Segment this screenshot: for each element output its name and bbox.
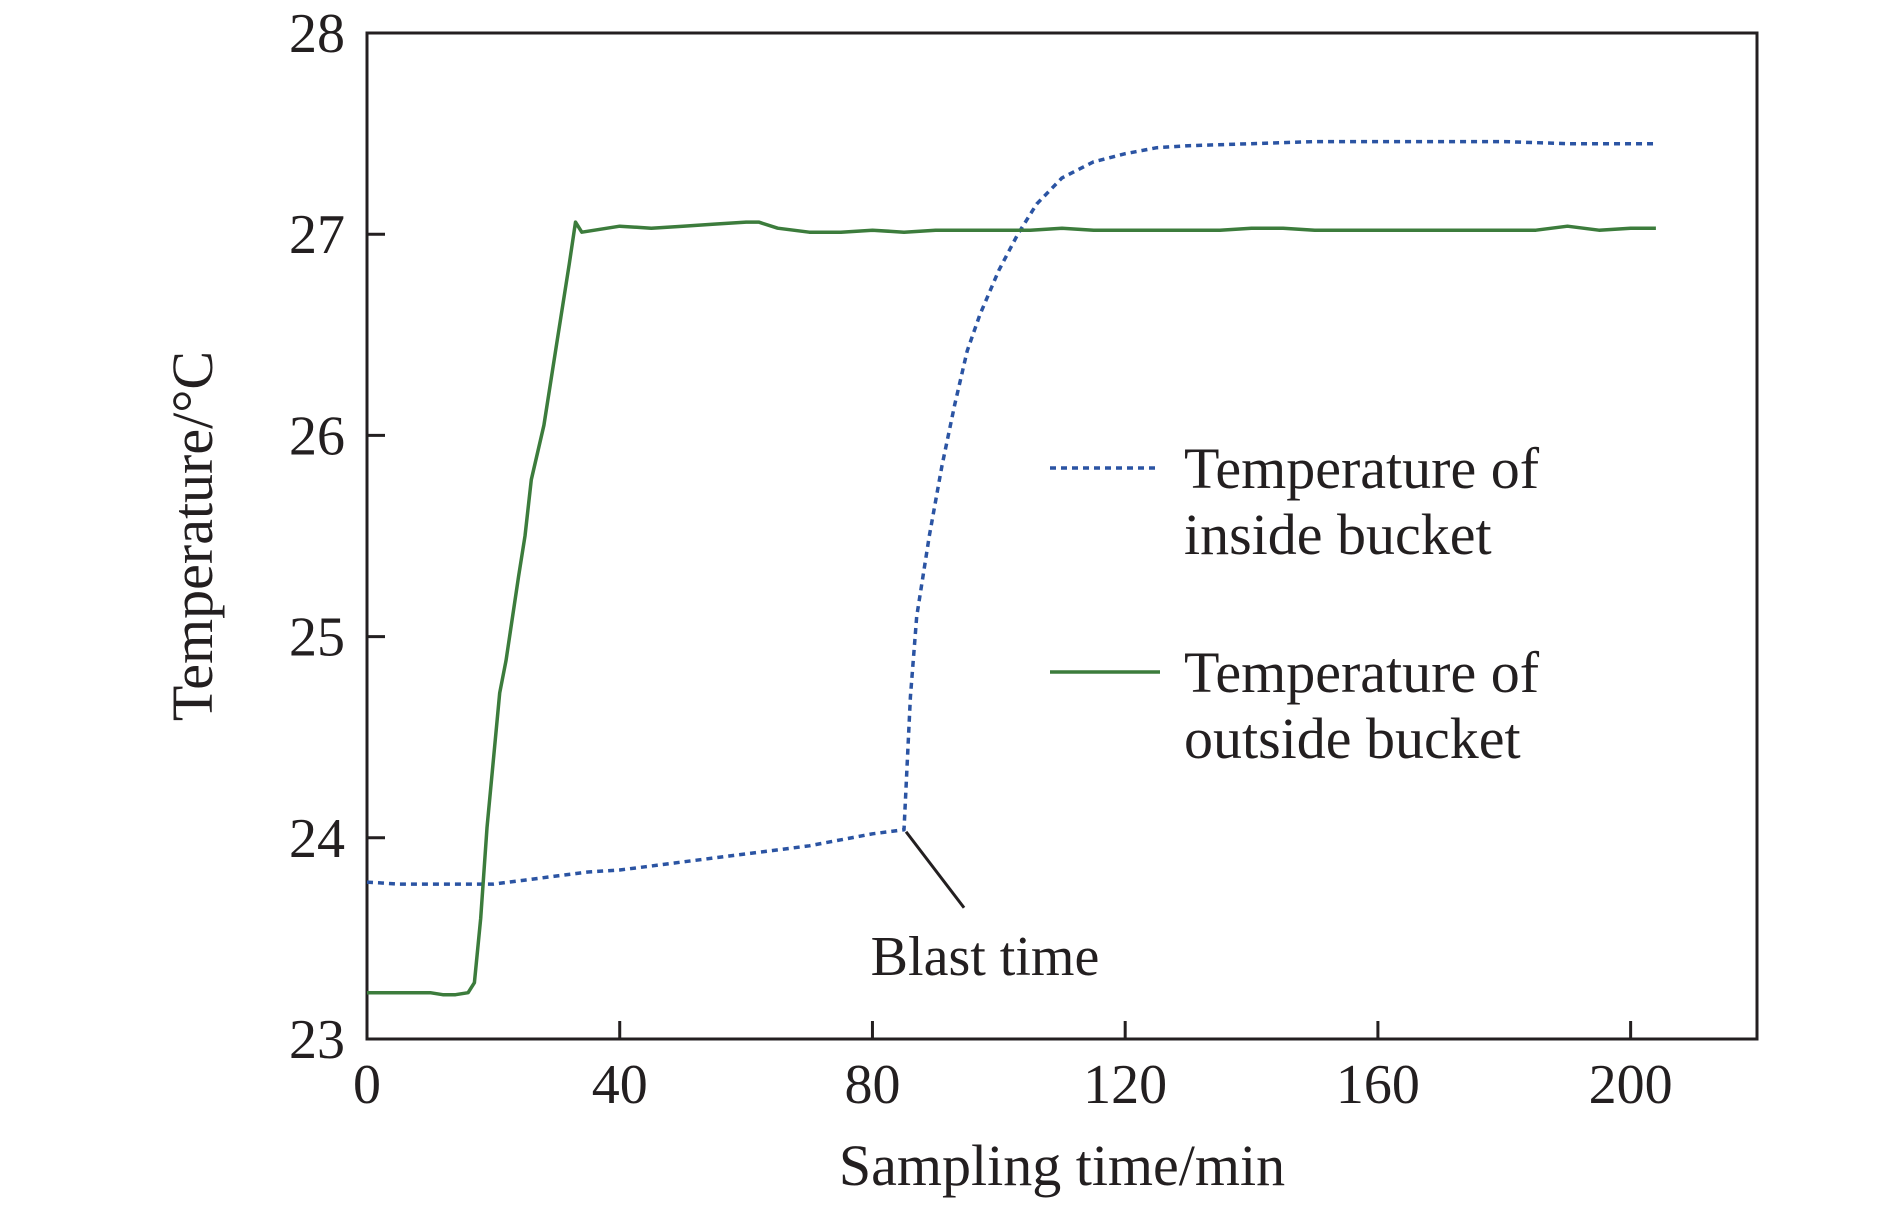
y-tick-label: 26 [289, 405, 345, 467]
annotation-leader-line [904, 830, 966, 909]
legend-label: Temperature of [1184, 640, 1540, 705]
series-line-inside-bucket [366, 139, 1656, 886]
annotation-label: Blast time [871, 926, 1100, 988]
y-tick-label: 28 [289, 3, 345, 65]
x-axis-title: Sampling time/min [839, 1133, 1285, 1198]
series-line-outside-bucket [367, 220, 1656, 997]
x-tick-label: 80 [844, 1054, 900, 1116]
annotations: Blast time [871, 830, 1100, 988]
x-tick-label: 200 [1589, 1054, 1673, 1116]
plot-frame [365, 31, 1759, 1041]
y-tick-label: 25 [289, 607, 345, 669]
y-tick-label: 24 [289, 808, 345, 870]
x-tick-label: 120 [1083, 1054, 1167, 1116]
x-tick-label: 160 [1336, 1054, 1420, 1116]
legend-label: Temperature of [1184, 436, 1540, 501]
y-tick-label: 23 [289, 1009, 345, 1071]
legend-label: inside bucket [1184, 502, 1492, 567]
legend-label: outside bucket [1184, 706, 1521, 771]
x-tick-label: 0 [353, 1054, 381, 1116]
y-axis-title: Temperature/°C [160, 351, 225, 721]
x-tick-label: 40 [592, 1054, 648, 1116]
axis-ticks: 0 40 80 120 160 200 23 24 25 26 27 28 [289, 3, 1673, 1116]
series-lines [366, 139, 1656, 997]
y-tick-label: 27 [289, 204, 345, 266]
